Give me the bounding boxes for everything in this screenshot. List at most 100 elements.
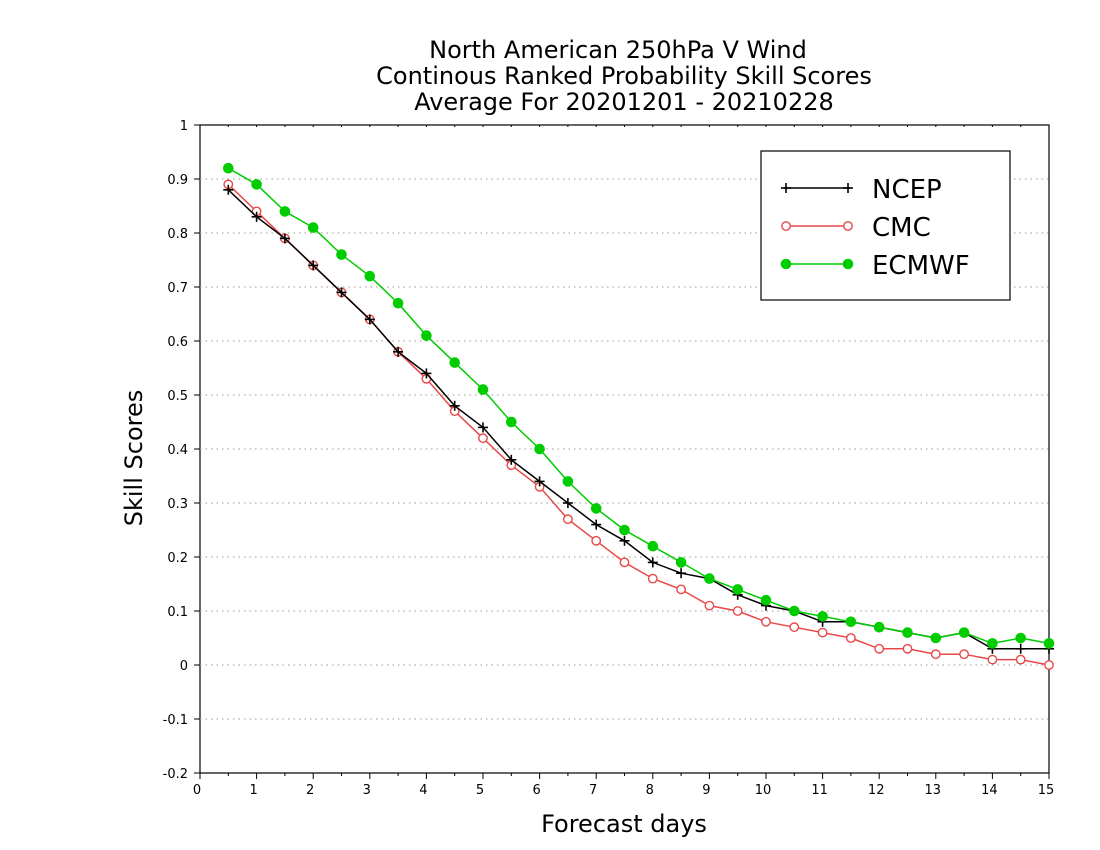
data-point-ecmwf	[477, 384, 489, 395]
data-point-ecmwf	[364, 270, 376, 282]
data-point-ecmwf	[449, 357, 461, 368]
data-point-cmc	[959, 649, 969, 660]
y-axis-label: Skill Scores	[120, 390, 148, 527]
series-ecmwf	[223, 162, 1055, 649]
x-tick-label: 13	[925, 783, 942, 798]
y-tick-label: 0	[180, 659, 188, 674]
data-point-cmc	[732, 606, 743, 616]
data-point-ecmwf	[1043, 638, 1055, 649]
legend-marker-left	[781, 221, 791, 231]
y-tick-label: 1	[180, 119, 188, 134]
data-point-ecmwf	[987, 638, 998, 649]
data-point-cmc	[1015, 654, 1026, 665]
x-tick-label: 14	[981, 783, 998, 798]
x-tick-label: 6	[532, 783, 540, 798]
data-point-cmc	[817, 627, 828, 638]
data-point-ecmwf	[817, 611, 828, 622]
data-point-cmc	[619, 557, 630, 568]
data-point-cmc	[930, 649, 941, 660]
data-point-ecmwf	[562, 476, 574, 487]
title-line-2: Continous Ranked Probability Skill Score…	[376, 62, 872, 90]
y-tick-label: -0.1	[163, 713, 188, 728]
data-point-cmc	[789, 622, 800, 633]
x-tick-label: 2	[306, 783, 314, 798]
x-tick-label: 10	[755, 783, 772, 798]
y-tick-label: 0.3	[167, 497, 188, 512]
data-point-ecmwf	[336, 249, 347, 260]
data-series	[223, 162, 1055, 670]
data-point-ecmwf	[760, 594, 772, 606]
data-point-cmc	[647, 573, 658, 584]
title-line-1: North American 250hPa V Wind	[429, 36, 807, 64]
data-point-cmc	[846, 633, 856, 643]
x-tick-label: 3	[363, 783, 371, 798]
data-point-cmc	[563, 514, 573, 525]
data-point-cmc	[478, 433, 488, 444]
legend-label-ncep: NCEP	[872, 175, 942, 205]
y-tick-label: 0.2	[167, 551, 188, 566]
x-tick-label: 4	[419, 783, 427, 798]
data-point-cmc	[874, 643, 885, 654]
y-tick-label: 0.5	[167, 389, 188, 404]
legend: NCEP CMC ECMWF	[760, 150, 1011, 301]
data-point-ecmwf	[506, 416, 517, 428]
chart-title: North American 250hPa V Wind Continous R…	[376, 36, 872, 116]
data-point-cmc	[987, 654, 998, 665]
legend-item-cmc: CMC	[781, 213, 931, 243]
data-point-ecmwf	[675, 557, 687, 568]
data-point-ecmwf	[223, 162, 234, 174]
y-tick-label: -0.2	[163, 767, 188, 782]
legend-marker-right	[842, 258, 854, 270]
title-line-3: Average For 20201201 - 20210228	[414, 88, 834, 116]
data-point-cmc	[704, 600, 715, 611]
data-point-cmc	[591, 535, 602, 546]
data-point-ecmwf	[704, 573, 715, 584]
legend-item-ncep: NCEP	[781, 175, 942, 205]
x-axis-ticks: 0 1 2 3 4 5 6 7 8 9 10 11 12 13 14 15	[193, 125, 1054, 798]
data-point-ecmwf	[392, 297, 404, 309]
data-point-ecmwf	[902, 627, 913, 638]
x-tick-label: 7	[589, 783, 597, 798]
data-point-ecmwf	[845, 616, 857, 628]
data-point-ecmwf	[307, 222, 319, 233]
gridlines	[200, 178, 1049, 720]
legend-label-ecmwf: ECMWF	[872, 251, 970, 281]
data-point-cmc	[902, 643, 913, 654]
x-tick-label: 9	[702, 783, 710, 798]
data-point-ecmwf	[732, 584, 744, 595]
y-tick-label: 0.9	[167, 173, 188, 188]
y-tick-label: 0.1	[167, 605, 188, 620]
y-tick-label: 0.4	[167, 443, 188, 458]
data-point-ecmwf	[958, 627, 970, 638]
data-point-ecmwf	[251, 179, 262, 190]
legend-item-ecmwf: ECMWF	[780, 251, 970, 281]
x-tick-label: 12	[868, 783, 885, 798]
x-tick-label: 5	[476, 783, 484, 798]
legend-marker-left	[780, 258, 792, 270]
y-tick-label: 0.8	[167, 227, 188, 242]
y-tick-label: 0.7	[167, 281, 188, 296]
data-point-ecmwf	[873, 621, 885, 633]
x-tick-label: 1	[249, 783, 257, 798]
data-point-ecmwf	[789, 605, 800, 617]
x-tick-label: 0	[193, 783, 201, 798]
data-point-ecmwf	[647, 540, 659, 552]
data-point-ecmwf	[534, 443, 545, 455]
x-tick-label: 15	[1038, 783, 1055, 798]
legend-marker-right	[843, 221, 853, 231]
data-point-ecmwf	[421, 330, 432, 341]
y-axis-ticks: -0.2 -0.1 0 0.1 0.2 0.3 0.4 0.5 0.6 0.7 0.8 0.9 1	[163, 119, 200, 782]
data-point-cmc	[1044, 660, 1054, 670]
data-point-cmc	[676, 584, 686, 595]
y-tick-label: 0.6	[167, 335, 188, 350]
data-point-ecmwf	[279, 206, 291, 217]
legend-label-cmc: CMC	[872, 213, 931, 243]
data-point-cmc	[761, 616, 771, 627]
data-point-ecmwf	[619, 524, 630, 536]
data-point-ecmwf	[590, 503, 602, 514]
x-tick-label: 8	[646, 783, 654, 798]
x-tick-label: 11	[811, 783, 828, 798]
x-axis-label: Forecast days	[541, 810, 707, 838]
